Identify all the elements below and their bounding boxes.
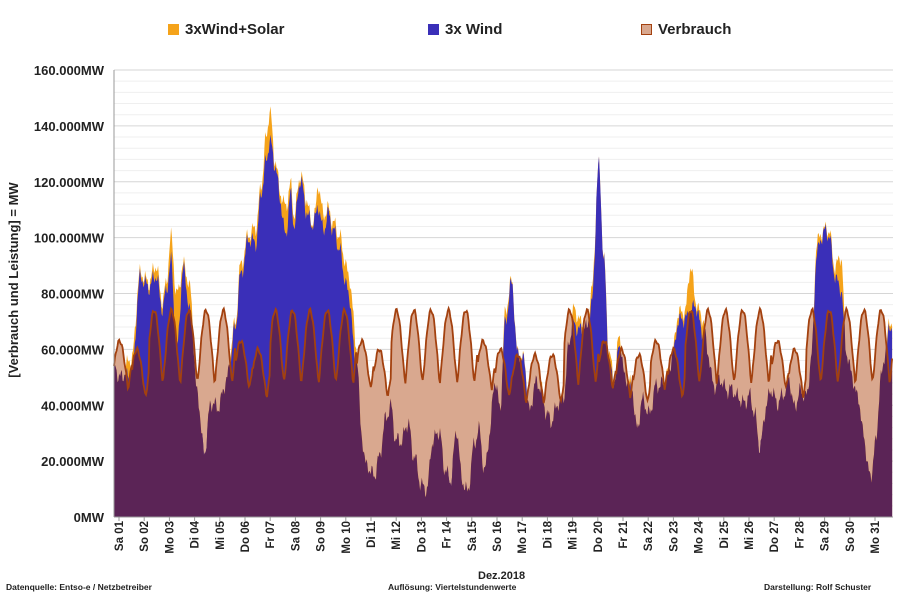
y-tick-label: 40.000MW <box>41 398 105 413</box>
x-tick-label: Mi 05 <box>215 520 227 549</box>
x-tick-label: So 30 <box>845 521 857 552</box>
x-tick-label: Fr 14 <box>442 520 454 548</box>
legend-swatch-wind <box>428 23 439 35</box>
x-tick-label: Mo 31 <box>870 520 882 553</box>
x-tick-label: Mo 10 <box>341 521 353 554</box>
x-tick-label: Mo 17 <box>517 521 529 554</box>
legend-label-wind: 3x Wind <box>445 20 503 38</box>
series-line-verbrauch <box>113 305 893 404</box>
footer-resolution: Auflösung: Viertelstundenwerte <box>388 582 517 592</box>
x-tick-label: Mi 26 <box>744 521 756 550</box>
legend-label-wind-solar: 3xWind+Solar <box>185 20 285 38</box>
x-tick-label: Do 20 <box>593 521 605 552</box>
legend-label-verbrauch: Verbrauch <box>658 20 732 38</box>
x-tick-label: Di 25 <box>719 520 731 548</box>
y-tick-label: 140.000MW <box>34 119 105 134</box>
x-tick-label: Mi 12 <box>391 521 403 550</box>
x-tick-label: Di 18 <box>542 520 554 548</box>
x-tick-label: Mi 19 <box>568 521 580 550</box>
x-tick-label: Sa 29 <box>820 521 832 551</box>
x-tick-label: Do 06 <box>240 521 252 552</box>
x-tick-label: So 09 <box>316 521 328 552</box>
y-tick-label: 160.000MW <box>34 63 105 78</box>
y-tick-label: 60.000MW <box>41 342 105 357</box>
x-tick-label: Fr 21 <box>618 520 630 548</box>
x-tick-label: Fr 28 <box>794 520 806 548</box>
x-tick-label: Do 13 <box>416 521 428 552</box>
y-tick-label: 0MW <box>74 510 105 525</box>
series-area-overlap <box>114 308 893 517</box>
x-tick-label: Mo 03 <box>164 521 176 554</box>
y-tick-label: 120.000MW <box>34 175 105 190</box>
chart-axes <box>113 70 893 518</box>
legend-item-wind: 3x Wind <box>428 19 502 39</box>
x-tick-label: Sa 08 <box>290 520 302 551</box>
footer-source: Datenquelle: Entso-e / Netzbetreiber <box>6 582 152 592</box>
x-tick-labels: Sa 01 So 02 Mo 03 Di 04 Mi 05 Do 06 Fr 07 Sa 08… <box>114 517 882 554</box>
legend-item-wind-solar: 3xWind+Solar <box>168 19 284 39</box>
x-tick-label: Fr 07 <box>265 521 277 549</box>
x-tick-label: Di 11 <box>366 520 378 547</box>
legend-swatch-wind-solar <box>168 23 179 35</box>
x-tick-label: So 16 <box>492 521 504 552</box>
chart-areas <box>113 106 893 518</box>
x-tick-label: Sa 22 <box>643 521 655 551</box>
y-tick-label: 100.000MW <box>34 231 105 246</box>
x-tick-label: Sa 15 <box>467 520 479 551</box>
x-tick-label: So 02 <box>139 521 151 552</box>
y-tick-label: 20.000MW <box>41 454 105 469</box>
x-tick-label: Mo 24 <box>694 520 706 553</box>
x-axis-title: Dez.2018 <box>478 570 526 582</box>
footer-author: Darstellung: Rolf Schuster <box>764 582 872 592</box>
y-tick-label: 80.000MW <box>41 287 105 302</box>
y-tick-labels: 0MW 20.000MW 40.000MW 60.000MW 80.000MW 100.0… <box>34 63 105 525</box>
x-tick-label: Do 27 <box>769 521 781 552</box>
legend-item-verbrauch: Verbrauch <box>641 19 731 39</box>
x-tick-label: Sa 01 <box>114 520 126 551</box>
legend-swatch-verbrauch <box>641 23 652 35</box>
x-tick-label: Di 04 <box>190 520 202 548</box>
x-tick-label: So 23 <box>668 521 680 552</box>
y-axis-label: [Verbrauch und Leistung] = MW <box>6 182 21 378</box>
